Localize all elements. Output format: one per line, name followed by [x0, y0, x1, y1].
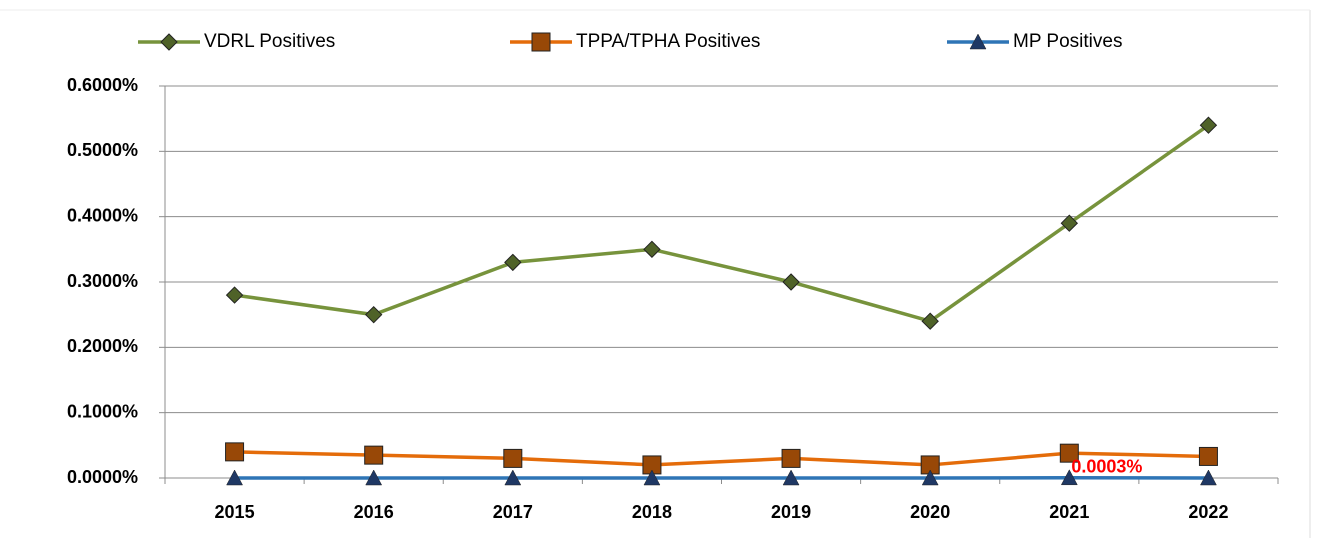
y-tick-label: 0.5000%	[67, 140, 138, 160]
series-line	[234, 123, 1210, 324]
y-tick-label: 0.1000%	[67, 401, 138, 421]
y-tick-label: 0.0000%	[67, 467, 138, 487]
data-point	[782, 469, 800, 486]
x-tick-label: 2018	[632, 502, 672, 522]
data-point	[504, 469, 522, 486]
x-tick-label: 2015	[215, 502, 255, 522]
data-point	[364, 305, 383, 324]
legend-label: VDRL Positives	[204, 31, 335, 52]
data-point	[226, 469, 243, 486]
data-point	[225, 286, 244, 304]
data-point	[1200, 469, 1217, 486]
y-tick-label: 0.3000%	[67, 271, 138, 291]
data-point	[364, 445, 384, 465]
y-tick-label: 0.6000%	[67, 75, 138, 95]
legend-label: TPPA/TPHA Positives	[576, 31, 760, 52]
x-tick-label: 2016	[354, 502, 394, 522]
data-point	[643, 240, 661, 259]
data-point	[1198, 446, 1218, 466]
data-point	[365, 469, 383, 486]
x-tick-label: 2020	[910, 502, 950, 522]
data-point	[921, 312, 939, 330]
y-tick-label: 0.4000%	[67, 205, 138, 225]
data-point	[1059, 443, 1079, 463]
data-point	[781, 448, 801, 468]
x-tick-label: 2019	[771, 502, 811, 522]
data-point	[782, 273, 800, 291]
y-tick-label: 0.2000%	[67, 336, 138, 356]
data-point	[1199, 116, 1218, 134]
x-tick-label: 2022	[1188, 502, 1228, 522]
data-point	[1060, 214, 1079, 232]
x-tick-label: 2021	[1049, 502, 1089, 522]
series-line	[234, 450, 1209, 467]
data-point	[504, 253, 522, 272]
data-point	[921, 469, 939, 486]
legend-marker	[969, 33, 987, 50]
data-label: 0.0003%	[1071, 457, 1142, 477]
data-point	[643, 469, 661, 486]
legend-marker	[531, 32, 551, 52]
legend-marker	[160, 33, 178, 51]
x-tick-label: 2017	[493, 502, 533, 522]
data-point	[503, 448, 523, 468]
data-point	[225, 442, 245, 462]
data-point	[1060, 469, 1078, 486]
legend-label: MP Positives	[1013, 31, 1122, 52]
